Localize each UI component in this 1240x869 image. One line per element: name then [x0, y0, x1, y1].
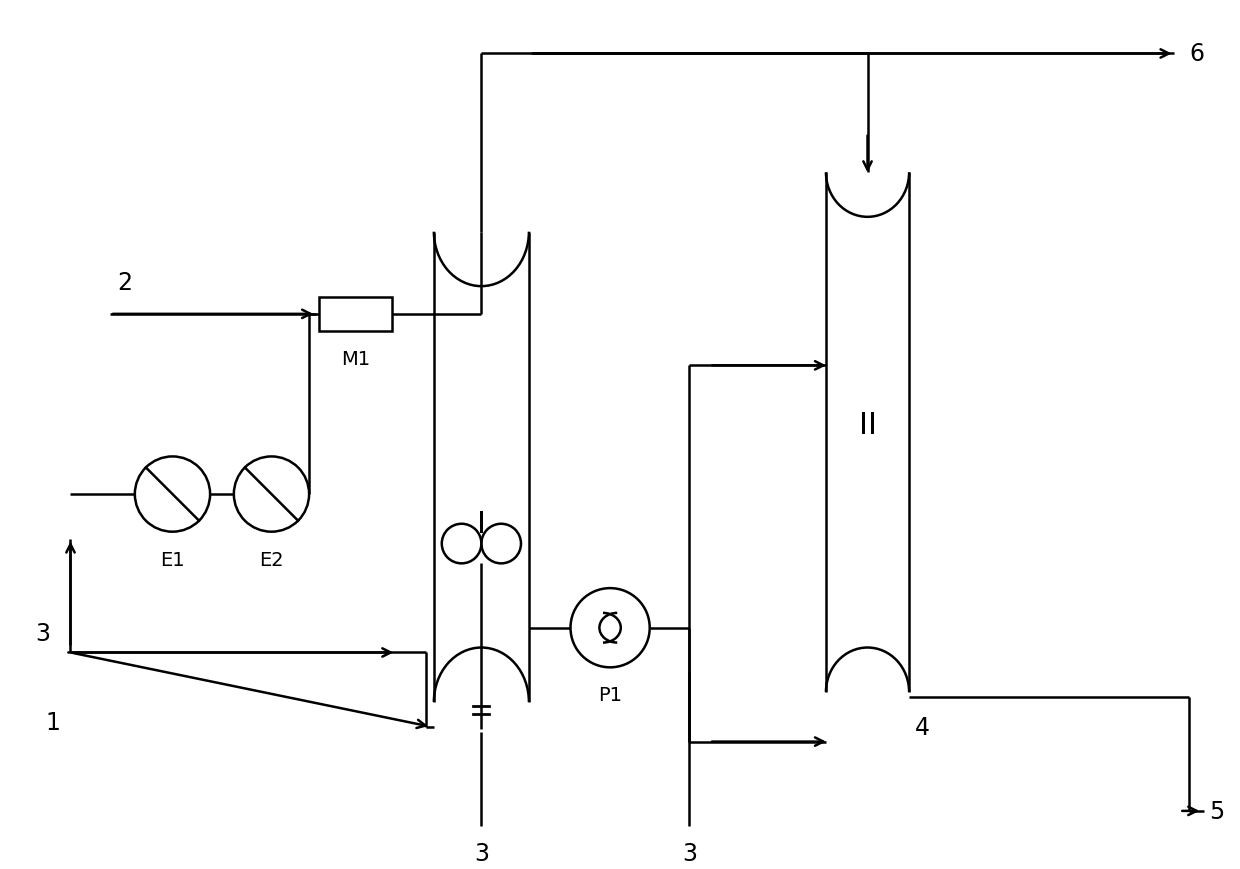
- Text: P1: P1: [598, 686, 622, 705]
- Text: I: I: [477, 510, 486, 539]
- Text: 1: 1: [45, 710, 60, 734]
- Text: II: II: [858, 411, 877, 440]
- Text: M1: M1: [341, 349, 371, 368]
- Text: 4: 4: [914, 715, 930, 739]
- Bar: [319, 298, 392, 331]
- Text: 2: 2: [117, 271, 131, 295]
- Text: 3: 3: [36, 620, 51, 645]
- Text: 3: 3: [474, 840, 489, 865]
- Text: E2: E2: [259, 550, 284, 569]
- Text: 6: 6: [1189, 43, 1204, 66]
- Text: 5: 5: [1209, 799, 1224, 823]
- Text: E1: E1: [160, 550, 185, 569]
- Text: 3: 3: [682, 840, 697, 865]
